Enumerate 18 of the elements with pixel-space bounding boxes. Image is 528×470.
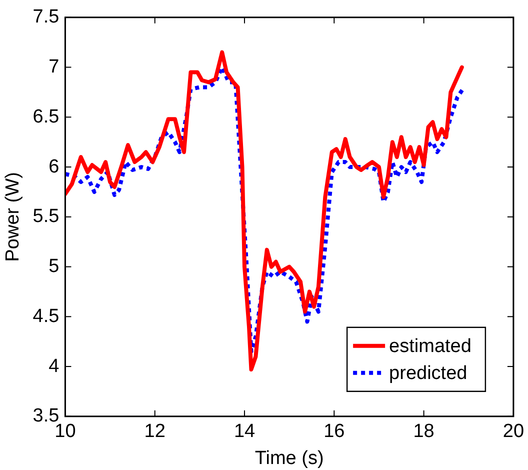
y-tick-label: 6 <box>48 156 60 178</box>
y-tick-label: 7.5 <box>32 6 60 28</box>
x-tick-label: 20 <box>502 421 524 442</box>
x-tick-label: 12 <box>144 421 166 442</box>
legend-label: estimated <box>389 336 472 358</box>
x-tick-label: 14 <box>234 421 256 442</box>
x-tick-label: 16 <box>324 421 345 442</box>
y-tick-label: 4 <box>48 356 60 377</box>
y-tick-label: 4.5 <box>32 306 60 327</box>
y-tick-label: 7 <box>48 56 60 78</box>
x-tick-label: 18 <box>413 421 434 442</box>
y-tick-label: 5.5 <box>32 206 60 228</box>
y-tick-label: 5 <box>48 256 60 278</box>
y-axis-title: Power (W) <box>2 172 24 262</box>
y-tick-label: 6.5 <box>32 106 60 128</box>
legend-label: predicted <box>389 363 468 384</box>
x-axis-title: Time (s) <box>254 448 324 469</box>
x-tick-label: 10 <box>54 421 76 442</box>
